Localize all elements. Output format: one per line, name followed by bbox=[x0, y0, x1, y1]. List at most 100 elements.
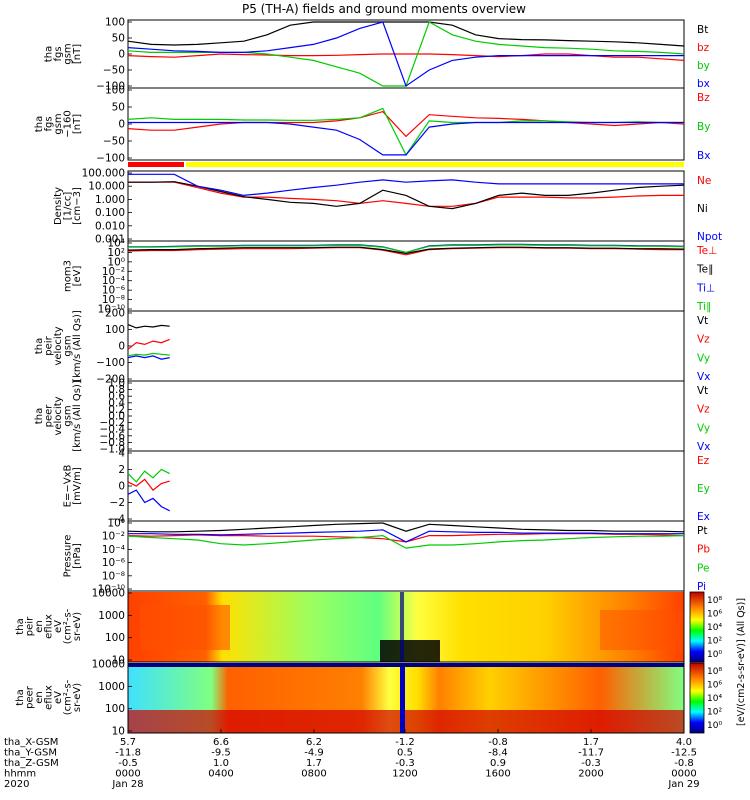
y-tick-label: 100 bbox=[105, 703, 125, 715]
legend-Vy: Vy bbox=[697, 352, 710, 364]
series-line-Ey bbox=[127, 468, 170, 483]
legend-by: by bbox=[697, 60, 710, 72]
y-tick-label: 0 bbox=[118, 119, 125, 131]
y-axis-label: (cm²-s- bbox=[63, 679, 74, 715]
y-tick-label: 0.4 bbox=[108, 397, 125, 409]
heatmap-ion-highflux-left bbox=[140, 605, 230, 650]
y-axis-label: fgs bbox=[53, 46, 64, 61]
legend-Vx: Vx bbox=[697, 441, 710, 453]
y-tick-label: 4 bbox=[118, 448, 125, 460]
x-tick-label: 4.0 bbox=[676, 737, 692, 748]
x-tick-label: -0.5 bbox=[118, 758, 138, 769]
y-tick-label: 100 bbox=[105, 632, 125, 644]
x-tick-label: 1600 bbox=[485, 769, 510, 780]
legend-Ey: Ey bbox=[697, 483, 710, 495]
figure-title: P5 (TH-A) fields and ground moments over… bbox=[242, 2, 526, 16]
heatmap-ion-dark-band bbox=[380, 640, 440, 662]
legend-bx: bx bbox=[697, 78, 710, 90]
panel-frame bbox=[127, 310, 685, 382]
x-tick-label: -11.8 bbox=[115, 748, 141, 759]
x-row-label: hhmm bbox=[4, 769, 36, 780]
y-tick-label: 0 bbox=[118, 341, 125, 353]
y-axis-label: gsm bbox=[63, 405, 74, 426]
x-row-label: 2020 bbox=[4, 779, 29, 790]
y-tick-label: 10⁴ bbox=[107, 238, 125, 250]
legend-Vx: Vx bbox=[697, 371, 710, 383]
series-line-Ez bbox=[127, 478, 170, 491]
legend-Ex: Ex bbox=[697, 511, 710, 523]
series-line-Te∥ bbox=[127, 246, 685, 255]
colorbar-top bbox=[689, 591, 705, 663]
y-tick-label: 50 bbox=[112, 33, 125, 45]
x-tick-label: -8.4 bbox=[488, 748, 508, 759]
y-tick-label: −200 bbox=[96, 374, 125, 386]
y-axis-label: eflux bbox=[44, 685, 55, 710]
legend-Ez: Ez bbox=[697, 455, 710, 467]
panel-frame bbox=[127, 87, 685, 161]
y-tick-label: 10⁻⁶ bbox=[102, 557, 125, 569]
y-tick-label: 0 bbox=[118, 49, 125, 61]
y-tick-label: 1.0 bbox=[108, 378, 125, 390]
y-axis-label: (cm²-s- bbox=[63, 608, 74, 644]
x-tick-label: -4.9 bbox=[304, 748, 324, 759]
legend-Pe: Pe bbox=[697, 562, 709, 574]
y-axis-label: [mV/m] bbox=[72, 467, 83, 505]
legend-Ne: Ne bbox=[697, 175, 711, 187]
y-tick-label: −1.0 bbox=[100, 444, 126, 456]
colorbar-label: [eV/(cm2-s-sr-eV)] (All Qs)] bbox=[736, 598, 747, 726]
x-row-label: tha_Z-GSM bbox=[4, 758, 59, 769]
panel-7: 4 2 0 −2 −4 E=−VxB[mV/m] Ez Ey Ex bbox=[63, 448, 710, 526]
y-axis-label: [km/s (All Qs)] bbox=[72, 380, 83, 452]
y-tick-label: 10⁰ bbox=[107, 256, 125, 268]
panel-frame bbox=[127, 240, 685, 312]
panel-10: 10000 1000 100 10 thapeerenefluxeV(cm²-s-sr-… bbox=[15, 659, 685, 738]
legend-Pi: Pi bbox=[697, 581, 706, 593]
x-tick-label: -1.2 bbox=[395, 737, 415, 748]
colorbar-ticks-bottom: 10⁸ 10⁶ 10⁴ 10² 10⁰ bbox=[707, 667, 722, 731]
x-tick-label: -0.3 bbox=[581, 758, 601, 769]
x-tick-label: Jan 28 bbox=[111, 779, 143, 790]
legend-Ti∥: Ti∥ bbox=[696, 301, 711, 313]
series-line-Bt bbox=[127, 21, 685, 47]
x-tick-label: 0000 bbox=[115, 769, 140, 780]
y-tick-label: 10⁰ bbox=[107, 518, 125, 530]
series-line-Pi bbox=[128, 529, 684, 543]
series-line-Ne bbox=[128, 181, 684, 207]
heatmap-ion-highflux-right bbox=[600, 610, 684, 650]
y-axis-label: Pressure bbox=[63, 535, 74, 578]
y-tick-label: 1000 bbox=[98, 610, 125, 622]
y-tick-label: 1000 bbox=[98, 681, 125, 693]
y-tick-label: 10⁻² bbox=[102, 531, 125, 543]
panel-frame bbox=[127, 170, 685, 242]
y-axis-label: [1/cc] bbox=[63, 192, 74, 221]
series-line-Bz bbox=[127, 110, 685, 138]
y-axis-label: peer bbox=[44, 404, 55, 428]
y-axis-label: mom3 bbox=[63, 260, 74, 292]
colorbar-tick-label: 10⁴ bbox=[707, 623, 722, 633]
series-line-bx bbox=[127, 21, 684, 87]
y-axis-label: E=−VxB bbox=[63, 465, 74, 508]
y-tick-label: 10 bbox=[112, 655, 125, 667]
x-tick-label: 6.6 bbox=[213, 737, 229, 748]
y-axis-label: [km/s (All Qs)] bbox=[72, 310, 83, 382]
heatmap-electron bbox=[128, 663, 684, 733]
y-axis-label: eflux bbox=[44, 614, 55, 639]
y-axis-label: [nT] bbox=[72, 114, 83, 134]
y-axis-label: velocity bbox=[53, 326, 64, 365]
y-axis-label: tha bbox=[34, 116, 45, 132]
y-axis-label: fgs bbox=[44, 116, 55, 131]
panel-frame bbox=[127, 380, 685, 452]
y-tick-label: −100 bbox=[96, 81, 125, 93]
series-line-Vx bbox=[127, 355, 170, 360]
y-axis-label: sr-eV) bbox=[72, 683, 83, 712]
y-axis-label: Density bbox=[53, 187, 64, 225]
status-bar-yellow bbox=[186, 162, 684, 167]
legend-Te⊥: Te⊥ bbox=[696, 245, 717, 257]
x-tick-label: 6.2 bbox=[306, 737, 322, 748]
y-axis-label: velocity bbox=[53, 396, 64, 435]
y-axis-label: en bbox=[34, 620, 45, 633]
y-axis-label: eV bbox=[53, 620, 64, 633]
